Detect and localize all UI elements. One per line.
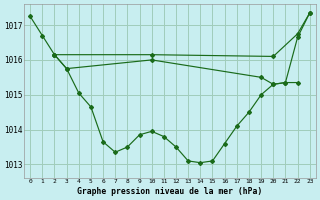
X-axis label: Graphe pression niveau de la mer (hPa): Graphe pression niveau de la mer (hPa): [77, 187, 263, 196]
